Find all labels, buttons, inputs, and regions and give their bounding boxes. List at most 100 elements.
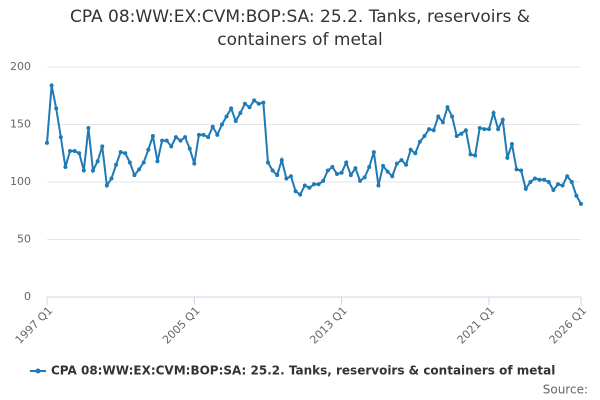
y-tick-label: 100 bbox=[10, 175, 31, 188]
point bbox=[114, 162, 119, 167]
point bbox=[528, 180, 533, 184]
point bbox=[91, 168, 96, 173]
point bbox=[178, 138, 183, 143]
point bbox=[422, 134, 427, 138]
point bbox=[265, 160, 270, 165]
point bbox=[348, 173, 353, 178]
point bbox=[201, 132, 206, 137]
point bbox=[569, 180, 574, 184]
legend-marker bbox=[35, 368, 41, 374]
point bbox=[63, 165, 68, 170]
point bbox=[325, 168, 330, 173]
point bbox=[183, 135, 188, 140]
point bbox=[132, 173, 137, 178]
point bbox=[555, 182, 560, 187]
point bbox=[100, 144, 105, 149]
point bbox=[123, 151, 128, 156]
point bbox=[293, 189, 298, 194]
point bbox=[445, 105, 450, 110]
point bbox=[358, 178, 363, 183]
point bbox=[344, 160, 349, 165]
point bbox=[473, 153, 478, 158]
point bbox=[279, 158, 284, 163]
y-tick-label: 0 bbox=[24, 290, 31, 303]
point bbox=[54, 106, 59, 111]
point bbox=[427, 127, 432, 132]
point bbox=[335, 171, 340, 176]
point bbox=[49, 83, 54, 88]
point bbox=[164, 138, 169, 143]
point bbox=[252, 98, 257, 103]
point bbox=[486, 127, 491, 132]
point bbox=[215, 132, 220, 137]
point bbox=[532, 176, 537, 181]
point bbox=[376, 183, 381, 188]
point bbox=[127, 160, 132, 165]
point bbox=[459, 131, 464, 136]
point bbox=[95, 159, 100, 164]
point bbox=[160, 138, 165, 143]
point bbox=[404, 162, 409, 167]
point bbox=[565, 174, 570, 179]
point bbox=[321, 178, 326, 183]
point bbox=[261, 100, 266, 105]
y-tick-label: 200 bbox=[10, 60, 31, 73]
chart-title: CPA 08:WW:EX:CVM:BOP:SA: 25.2. Tanks, re… bbox=[69, 7, 531, 50]
point bbox=[219, 122, 224, 127]
point bbox=[500, 117, 505, 122]
point bbox=[192, 161, 197, 166]
x-tick-label: 2013 Q1 bbox=[307, 304, 350, 347]
point bbox=[77, 151, 82, 156]
point bbox=[579, 201, 583, 206]
point bbox=[224, 114, 229, 119]
point bbox=[574, 193, 579, 198]
point bbox=[104, 183, 109, 188]
point bbox=[362, 175, 367, 180]
point bbox=[330, 165, 335, 170]
point bbox=[371, 150, 376, 155]
point bbox=[519, 168, 524, 173]
point bbox=[551, 188, 556, 193]
point bbox=[413, 151, 418, 156]
point bbox=[206, 135, 211, 140]
point bbox=[431, 128, 436, 133]
point bbox=[312, 182, 316, 187]
point bbox=[399, 158, 404, 163]
x-tick-label: 1997 Q1 bbox=[13, 304, 56, 347]
point bbox=[137, 167, 142, 172]
point bbox=[229, 106, 234, 111]
point bbox=[477, 125, 482, 130]
point bbox=[385, 169, 390, 174]
point bbox=[238, 111, 243, 115]
x-tick-label: 2005 Q1 bbox=[160, 304, 203, 347]
point bbox=[210, 124, 215, 129]
point bbox=[118, 150, 123, 155]
point bbox=[146, 147, 151, 152]
point bbox=[302, 183, 307, 188]
point bbox=[417, 139, 422, 144]
point bbox=[316, 182, 321, 187]
point bbox=[173, 135, 178, 140]
point bbox=[86, 125, 91, 130]
point bbox=[68, 148, 73, 153]
point bbox=[196, 132, 201, 137]
point bbox=[390, 174, 395, 179]
point bbox=[523, 186, 528, 191]
point bbox=[394, 161, 399, 166]
point bbox=[436, 114, 441, 119]
point bbox=[450, 114, 455, 119]
point bbox=[58, 135, 63, 140]
point bbox=[45, 140, 49, 145]
point bbox=[408, 147, 413, 152]
y-tick-label: 50 bbox=[17, 233, 31, 246]
point bbox=[169, 144, 174, 149]
point bbox=[288, 174, 293, 179]
y-tick-label: 150 bbox=[10, 118, 31, 131]
point bbox=[537, 177, 542, 182]
point bbox=[509, 142, 514, 147]
point bbox=[560, 183, 565, 188]
point bbox=[275, 173, 280, 178]
point bbox=[339, 170, 344, 175]
